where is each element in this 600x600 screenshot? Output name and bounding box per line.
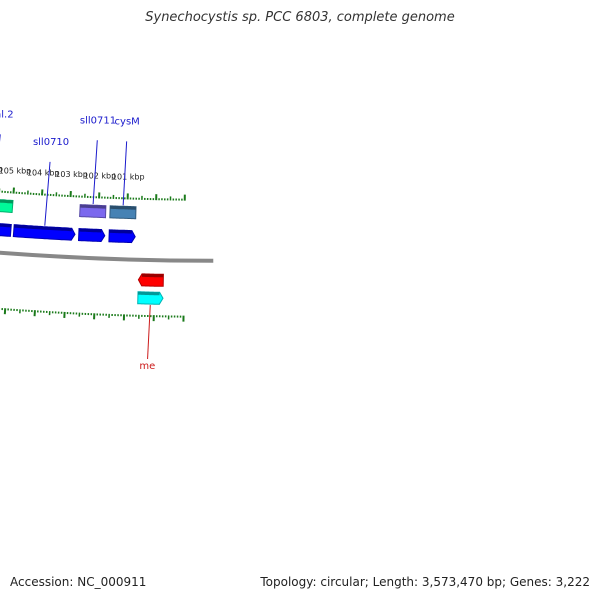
gene-shading	[14, 224, 72, 232]
gene-shading	[142, 273, 164, 278]
accession-text: Accession: NC_000911	[10, 575, 147, 589]
gene-shading	[0, 223, 12, 228]
gene-shading	[110, 205, 136, 210]
gene-label: sll0711	[80, 115, 116, 126]
tick-layer	[0, 187, 186, 322]
gene-shading	[80, 204, 106, 209]
topology-text: Topology: circular; Length: 3,573,470 bp…	[260, 575, 590, 589]
gene-label: sll0710	[33, 137, 69, 148]
map-title: Synechocystis sp. PCC 6803, complete gen…	[145, 10, 455, 25]
gene-leader-line	[147, 305, 151, 360]
gene-leader-line	[92, 140, 98, 205]
gene-shading	[109, 229, 132, 234]
gene-label: llal.2	[0, 109, 14, 120]
gene-leader-line	[122, 141, 128, 206]
gene-shading	[78, 228, 102, 233]
genome-backbone	[0, 250, 214, 263]
tick-label: 102 kbp	[84, 171, 117, 180]
gene-shading	[0, 199, 13, 204]
tick-label: 105 kbp	[0, 167, 31, 176]
gene-label: me	[139, 361, 155, 372]
tick-label: 101 kbp	[112, 172, 145, 181]
tick-label: 103 kbp	[55, 170, 88, 179]
feature-layer	[0, 199, 164, 305]
gene-label: cysM	[115, 116, 140, 127]
gene-shading	[138, 291, 160, 296]
gene-leader-line	[44, 161, 51, 226]
tick-label: 106 kbp	[0, 164, 3, 173]
tick-label: 104 kbp	[27, 168, 60, 177]
